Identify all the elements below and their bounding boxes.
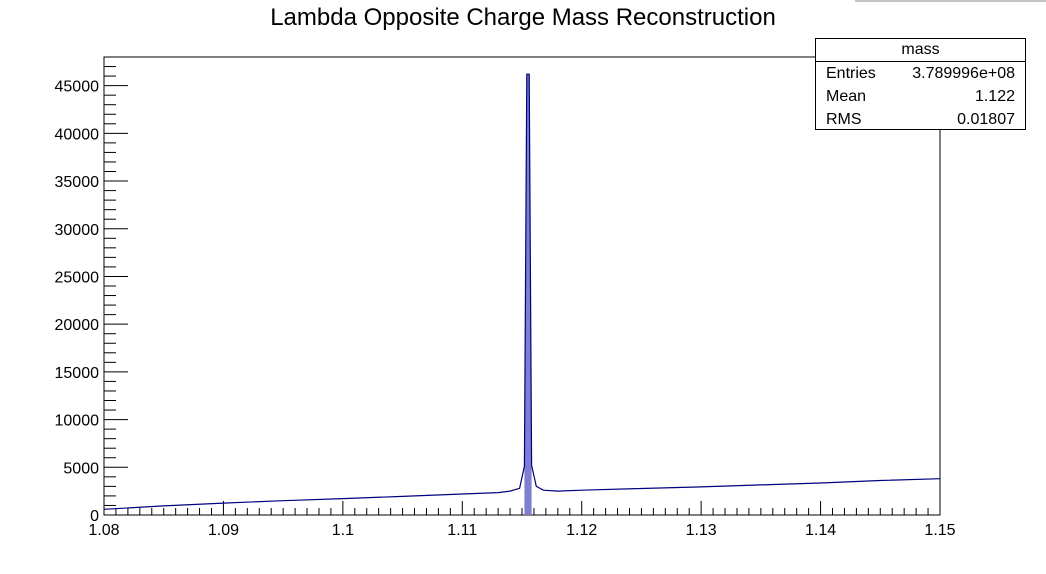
x-tick-label: 1.15 (924, 522, 955, 539)
mass-distribution-line (103, 73, 941, 510)
stats-name: mass (816, 39, 1025, 62)
stats-row-mean: Mean 1.122 (816, 85, 1025, 108)
rms-label: RMS (826, 111, 862, 128)
y-tick-label: 40000 (55, 126, 100, 143)
stats-box: mass Entries 3.789996e+08 Mean 1.122 RMS… (815, 38, 1026, 130)
y-tick-label: 0 (90, 508, 99, 525)
entries-value: 3.789996e+08 (912, 65, 1015, 82)
chart-title: Lambda Opposite Charge Mass Reconstructi… (270, 4, 776, 31)
x-tick-label: 1.14 (805, 522, 836, 539)
x-tick-label: 1.13 (686, 522, 717, 539)
rms-value: 0.01807 (957, 111, 1015, 128)
y-tick-label: 35000 (55, 174, 100, 191)
mean-value: 1.122 (974, 88, 1015, 105)
x-tick-label: 1.09 (208, 522, 239, 539)
stats-row-entries: Entries 3.789996e+08 (816, 62, 1025, 85)
x-tick-label: 1.1 (332, 522, 354, 539)
stats-row-rms: RMS 0.01807 (816, 108, 1025, 131)
x-tick-label: 1.08 (88, 522, 119, 539)
y-tick-label: 20000 (55, 317, 100, 334)
y-tick-label: 45000 (55, 79, 100, 96)
mean-label: Mean (826, 88, 867, 105)
x-tick-label: 1.12 (566, 522, 597, 539)
y-tick-label: 15000 (55, 365, 100, 382)
y-tick-label: 30000 (55, 222, 100, 239)
y-tick-label: 5000 (63, 460, 99, 477)
x-tick-label: 1.11 (447, 522, 477, 539)
entries-label: Entries (826, 65, 876, 82)
x-axis: 1.08 1.09 1.1 1.11 1.12 1.13 1.14 1.15 (88, 501, 956, 539)
y-axis: 0 5000 10000 15000 20000 25000 30000 35000 40000… (55, 56, 128, 525)
y-tick-label: 10000 (55, 413, 100, 430)
y-tick-label: 25000 (55, 269, 100, 286)
